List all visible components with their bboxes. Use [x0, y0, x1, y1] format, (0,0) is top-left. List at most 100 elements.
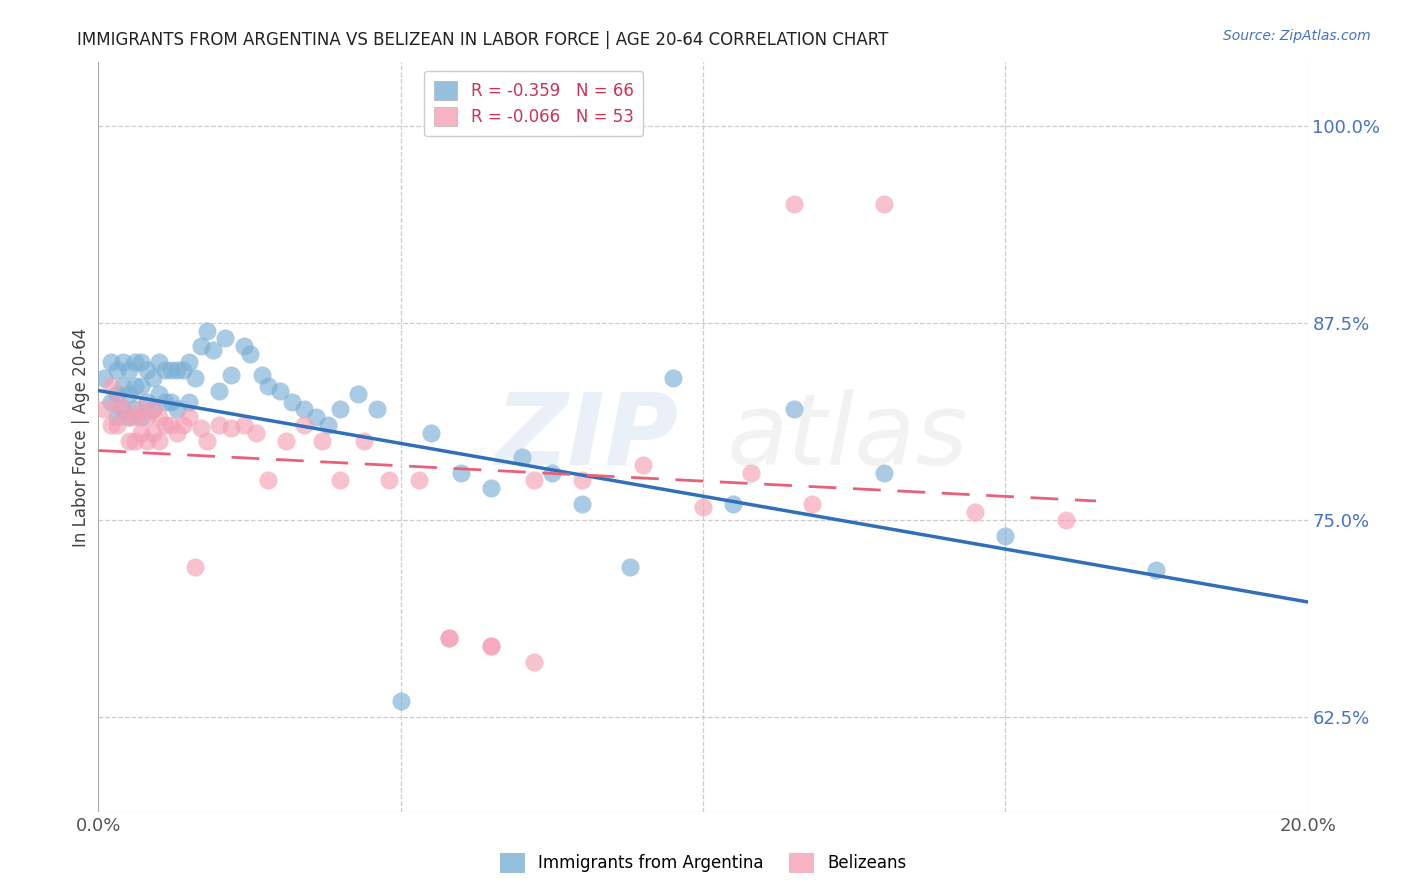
Point — [105, 410, 128, 425]
Point — [214, 331, 236, 345]
Point — [124, 355, 146, 369]
Point — [523, 474, 546, 488]
Point — [153, 394, 176, 409]
Point — [195, 324, 218, 338]
Point — [118, 386, 141, 401]
Point — [994, 529, 1017, 543]
Point — [93, 371, 115, 385]
Point — [142, 402, 165, 417]
Point — [873, 197, 896, 211]
Point — [408, 474, 430, 488]
Point — [118, 434, 141, 448]
Point — [148, 410, 170, 425]
Point — [105, 394, 128, 409]
Point — [160, 394, 183, 409]
Point — [105, 363, 128, 377]
Point — [124, 410, 146, 425]
Point — [111, 402, 134, 417]
Legend: R = -0.359   N = 66, R = -0.066   N = 53: R = -0.359 N = 66, R = -0.066 N = 53 — [425, 70, 644, 136]
Point — [105, 386, 128, 401]
Point — [195, 434, 218, 448]
Point — [783, 197, 806, 211]
Point — [232, 418, 254, 433]
Point — [631, 458, 654, 472]
Point — [239, 347, 262, 361]
Point — [153, 418, 176, 433]
Y-axis label: In Labor Force | Age 20-64: In Labor Force | Age 20-64 — [72, 327, 90, 547]
Point — [692, 500, 714, 515]
Point — [142, 402, 165, 417]
Point — [129, 426, 152, 441]
Point — [166, 402, 188, 417]
Point — [172, 418, 194, 433]
Point — [172, 363, 194, 377]
Point — [111, 379, 134, 393]
Text: atlas: atlas — [727, 389, 969, 485]
Point — [274, 434, 297, 448]
Point — [329, 402, 352, 417]
Point — [129, 355, 152, 369]
Point — [100, 379, 122, 393]
Point — [166, 426, 188, 441]
Point — [510, 450, 533, 464]
Point — [148, 355, 170, 369]
Point — [135, 394, 157, 409]
Point — [965, 505, 987, 519]
Point — [208, 418, 231, 433]
Point — [100, 394, 122, 409]
Point — [740, 466, 762, 480]
Point — [135, 410, 157, 425]
Point — [232, 339, 254, 353]
Point — [93, 402, 115, 417]
Point — [111, 355, 134, 369]
Point — [377, 474, 399, 488]
Point — [523, 655, 546, 669]
Point — [179, 410, 201, 425]
Point — [129, 402, 152, 417]
Point — [160, 418, 183, 433]
Point — [221, 368, 243, 382]
Point — [124, 402, 146, 417]
Point — [135, 434, 157, 448]
Point — [450, 466, 472, 480]
Point — [1054, 513, 1077, 527]
Point — [571, 474, 593, 488]
Point — [420, 426, 443, 441]
Point — [481, 639, 503, 653]
Point — [366, 402, 388, 417]
Point — [124, 434, 146, 448]
Point — [179, 394, 201, 409]
Point — [202, 343, 225, 357]
Point — [184, 560, 207, 574]
Point — [661, 371, 683, 385]
Point — [148, 434, 170, 448]
Point — [281, 394, 304, 409]
Point — [269, 384, 291, 398]
Point — [873, 466, 896, 480]
Point — [1144, 563, 1167, 577]
Point — [256, 474, 278, 488]
Point — [153, 363, 176, 377]
Point — [142, 371, 165, 385]
Point — [329, 474, 352, 488]
Point — [250, 368, 273, 382]
Point — [129, 410, 152, 425]
Point — [129, 379, 152, 393]
Point — [124, 379, 146, 393]
Point — [437, 631, 460, 645]
Text: Source: ZipAtlas.com: Source: ZipAtlas.com — [1223, 29, 1371, 43]
Point — [190, 421, 212, 435]
Point — [190, 339, 212, 353]
Point — [100, 355, 122, 369]
Point — [221, 421, 243, 435]
Point — [208, 384, 231, 398]
Point — [111, 402, 134, 417]
Text: ZIP: ZIP — [496, 389, 679, 485]
Point — [148, 386, 170, 401]
Point — [305, 410, 328, 425]
Point — [118, 410, 141, 425]
Point — [184, 371, 207, 385]
Point — [316, 418, 339, 433]
Point — [783, 402, 806, 417]
Point — [166, 363, 188, 377]
